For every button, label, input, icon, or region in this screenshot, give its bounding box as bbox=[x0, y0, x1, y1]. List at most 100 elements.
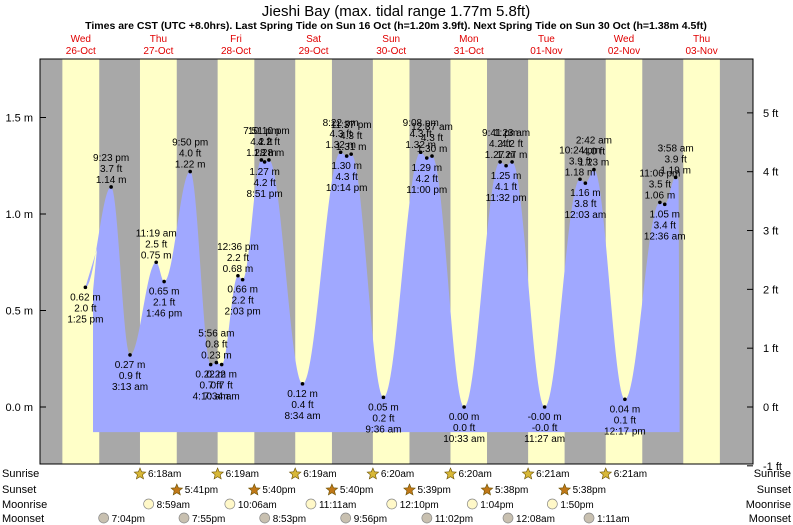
right-tick-label: 4 ft bbox=[763, 167, 778, 179]
tide-time: 4:10 am bbox=[193, 392, 229, 403]
tide-time: 12:17 pm bbox=[604, 426, 646, 437]
tide-height-m: 0.27 m bbox=[115, 360, 146, 371]
tide-height-ft: 2.2 ft bbox=[232, 296, 254, 307]
tide-height-ft: 0.2 ft bbox=[372, 413, 394, 424]
tide-point bbox=[300, 382, 305, 386]
astro-table: Sunrise Sunrise Sunset Sunset Moonrise Moonri… bbox=[2, 467, 791, 525]
left-tick-label: 0.5 m bbox=[5, 306, 33, 318]
tide-height-ft: 4.3 ft bbox=[340, 131, 362, 142]
sunrise-time: 6:19am bbox=[303, 469, 336, 480]
sunset-icon bbox=[558, 483, 572, 496]
tide-time: 9:23 pm bbox=[93, 153, 129, 164]
tide-point bbox=[462, 405, 466, 409]
right-tick-label: 1 ft bbox=[763, 343, 778, 355]
sunrise-time: 6:20am bbox=[381, 469, 414, 480]
tide-height-m: 0.62 m bbox=[70, 292, 101, 303]
tide-height-m: 1.05 m bbox=[649, 209, 680, 220]
tide-point bbox=[338, 150, 343, 155]
moonset-icon bbox=[502, 512, 514, 524]
tide-time: 11:32 pm bbox=[486, 193, 527, 204]
astro-row-label-left: Moonrise bbox=[2, 499, 47, 511]
tide-height-ft: 4.2 ft bbox=[250, 137, 272, 148]
tide-point bbox=[592, 167, 596, 172]
left-tick-label: 1.0 m bbox=[5, 209, 33, 221]
moonset-time: 8:53pm bbox=[273, 514, 306, 525]
moonset-icon bbox=[178, 512, 190, 524]
sunrise-time: 6:21am bbox=[536, 469, 569, 480]
sunrise-icon bbox=[366, 467, 380, 480]
sunrise-icon bbox=[444, 467, 457, 480]
tide-time: 10:33 am bbox=[443, 434, 485, 445]
sunset-icon bbox=[247, 483, 261, 496]
tide-height-m: 1.25 m bbox=[491, 171, 522, 182]
moonset-time: 1:11am bbox=[597, 514, 630, 525]
sunset-icon bbox=[325, 483, 339, 496]
tide-point bbox=[662, 202, 667, 207]
tide-time: 8:51 pm bbox=[247, 189, 283, 200]
tide-point bbox=[83, 285, 88, 290]
tide-time: 1:25 pm bbox=[67, 314, 103, 325]
tide-height-ft: 0.7 ft bbox=[211, 381, 233, 392]
tide-height-ft: 4.2 ft bbox=[258, 137, 280, 148]
tide-height-ft: 4.0 ft bbox=[179, 149, 201, 160]
day-label-dow: Thu bbox=[693, 34, 710, 45]
sunrise-icon bbox=[211, 467, 225, 480]
sunrise-icon bbox=[288, 467, 302, 480]
tide-height-ft: 3.7 ft bbox=[100, 164, 122, 175]
tide-height-m: 1.06 m bbox=[645, 190, 676, 201]
tide-height-m: 0.04 m bbox=[610, 404, 641, 415]
day-label-dow: Wed bbox=[71, 34, 91, 45]
astro-row-label-left: Sunrise bbox=[2, 468, 39, 480]
tide-height-ft: 4.0 ft bbox=[583, 147, 605, 158]
tide-curve bbox=[85, 152, 680, 433]
tide-height-m: 0.22 m bbox=[195, 370, 226, 381]
right-axis: 5 ft 4 ft 3 ft 2 ft 1 ft 0 ft -1 ft bbox=[747, 108, 782, 473]
tide-height-m: 0.65 m bbox=[149, 287, 180, 298]
tide-extremes: 0.62 m2.0 ft1:25 pm 9:23 pm3.7 ft1.14 m 0.… bbox=[67, 118, 693, 445]
day-label-date: 29-Oct bbox=[299, 46, 329, 57]
tide-point bbox=[381, 395, 386, 400]
moonrise-time: 8:59am bbox=[157, 500, 190, 511]
tide-height-m: -0.00 m bbox=[528, 412, 562, 423]
tide-height-m: 1.23 m bbox=[579, 158, 610, 169]
sunrise-time: 6:18am bbox=[148, 469, 181, 480]
tide-time: 5:56 am bbox=[198, 329, 234, 340]
tide-point bbox=[498, 160, 502, 164]
left-tick-label: 1.5 m bbox=[5, 113, 33, 125]
tide-height-ft: 2.2 ft bbox=[227, 253, 249, 264]
tide-point bbox=[214, 360, 219, 365]
tide-time: 10:24 pm bbox=[559, 145, 601, 156]
tide-height-m: 1.22 m bbox=[175, 160, 206, 171]
tide-time: 3:58 am bbox=[658, 143, 694, 154]
tide-height-m: 0.12 m bbox=[287, 389, 318, 400]
day-label-date: 30-Oct bbox=[376, 46, 406, 57]
moonrise-time: 1:50pm bbox=[560, 500, 593, 511]
chart-title: Jieshi Bay (max. tidal range 1.77m 5.8ft… bbox=[262, 3, 530, 20]
tide-height-m: 0.23 m bbox=[201, 351, 232, 362]
tide-height-m: 0.68 m bbox=[223, 264, 254, 275]
tide-height-m: 1.19 m bbox=[660, 165, 691, 176]
sunrise-time: 6:20am bbox=[458, 469, 491, 480]
moonset-icon bbox=[340, 512, 352, 524]
tide-point bbox=[208, 362, 213, 367]
tide-point bbox=[162, 279, 166, 284]
tide-height-ft: 4.2 ft bbox=[489, 139, 511, 150]
left-axis: 1.5 m 1.0 m 0.5 m 0.0 m bbox=[5, 113, 46, 414]
day-label-dow: Sat bbox=[306, 34, 321, 45]
day-label-dow: Tue bbox=[538, 34, 555, 45]
day-label-dow: Thu bbox=[150, 34, 167, 45]
tide-point bbox=[259, 158, 264, 162]
tide-time: 7:34 am bbox=[204, 392, 240, 403]
chart-subtitle: Times are CST (UTC +8.0hrs). Last Spring… bbox=[85, 20, 707, 32]
day-label-date: 31-Oct bbox=[454, 46, 484, 57]
tide-point bbox=[154, 260, 159, 265]
right-tick-label: 3 ft bbox=[763, 226, 778, 238]
sunset-icon bbox=[170, 483, 184, 496]
plot-frame bbox=[39, 58, 754, 465]
tide-height-ft: 3.5 ft bbox=[649, 179, 671, 190]
tide-height-m: 1.31 m bbox=[336, 142, 367, 153]
tide-time: 7:51 pm bbox=[243, 126, 279, 137]
astro-row-label-right: Sunset bbox=[757, 484, 791, 496]
day-labels: Wed26-OctThu27-OctFri28-OctSat29-OctSun3… bbox=[66, 34, 718, 57]
sunset-time: 5:38pm bbox=[573, 485, 606, 496]
